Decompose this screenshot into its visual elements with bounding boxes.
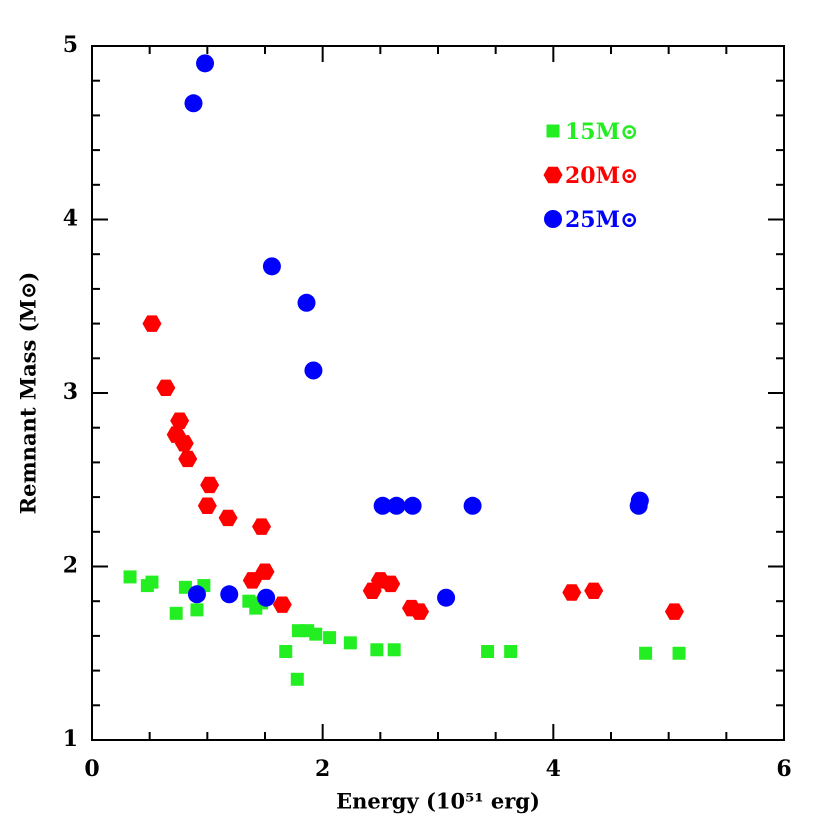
point: [630, 491, 649, 510]
point: [242, 572, 262, 589]
point: [255, 563, 275, 580]
point: [290, 672, 304, 686]
point: [373, 496, 392, 515]
point: [387, 643, 401, 657]
legend-label: 15M⊙: [565, 119, 638, 145]
y-tick-label: 5: [63, 32, 78, 58]
point: [297, 293, 316, 312]
point: [178, 450, 198, 468]
x-tick-label: 0: [84, 756, 99, 782]
point: [387, 496, 406, 515]
point: [504, 645, 518, 659]
point: [170, 412, 190, 429]
point: [156, 379, 176, 397]
point: [481, 645, 495, 659]
plot-frame: [91, 45, 785, 741]
y-axis-label: Remnant Mass (M⊙): [16, 272, 41, 515]
point: [252, 518, 272, 535]
y-tick-label: 1: [63, 726, 78, 752]
point: [343, 636, 357, 650]
point: [403, 496, 422, 515]
point: [257, 588, 276, 607]
point: [664, 603, 684, 620]
x-tick-label: 4: [546, 756, 561, 782]
x-tick-label: 6: [776, 756, 791, 782]
point: [142, 315, 162, 332]
point: [218, 509, 238, 527]
point: [370, 643, 384, 657]
point: [562, 584, 582, 601]
point: [220, 585, 239, 604]
legend-label: 25M⊙: [565, 207, 638, 233]
point: [304, 361, 323, 380]
legend-marker: [544, 210, 562, 228]
point: [169, 606, 183, 620]
point: [672, 646, 686, 660]
point: [197, 497, 217, 515]
point: [200, 476, 220, 494]
y-tick-label: 4: [63, 206, 78, 232]
legend-label: 20M⊙: [565, 163, 638, 189]
point: [123, 570, 137, 584]
point: [437, 588, 456, 607]
point: [272, 596, 292, 613]
point: [174, 435, 194, 452]
point: [463, 496, 482, 515]
point: [196, 54, 215, 73]
point: [323, 631, 337, 645]
x-axis-label: Energy (10⁵¹ erg): [336, 789, 540, 814]
point: [178, 580, 192, 594]
point: [187, 585, 206, 604]
y-tick-label: 2: [63, 553, 78, 579]
point: [184, 94, 203, 113]
point: [639, 646, 653, 660]
point: [410, 603, 430, 620]
point: [584, 582, 604, 600]
point: [279, 645, 293, 659]
point: [381, 575, 401, 593]
x-tick-label: 2: [315, 756, 330, 782]
legend-marker: [546, 124, 560, 138]
legend-marker: [543, 166, 563, 184]
y-tick-label: 3: [63, 379, 78, 405]
point: [190, 603, 204, 617]
point: [262, 257, 281, 276]
point: [145, 575, 159, 589]
point: [309, 627, 323, 641]
